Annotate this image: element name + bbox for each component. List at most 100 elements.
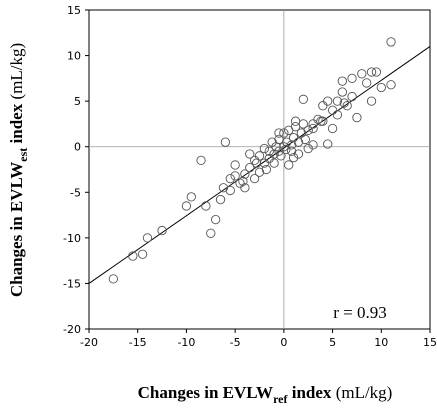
data-point xyxy=(128,251,138,261)
x-tick-label: -20 xyxy=(80,336,98,349)
data-points xyxy=(108,37,396,284)
data-point xyxy=(308,140,318,150)
x-tick-label: -5 xyxy=(230,336,241,349)
data-point xyxy=(318,101,328,111)
y-axis-title-unit: (mL/kg) xyxy=(7,43,26,100)
data-point xyxy=(181,201,192,211)
data-point xyxy=(269,158,279,168)
data-point xyxy=(281,144,291,155)
data-point xyxy=(215,194,226,205)
x-tick-label: 5 xyxy=(329,336,336,349)
data-point xyxy=(251,158,262,168)
x-tick-label: 0 xyxy=(280,336,287,349)
data-point xyxy=(282,137,292,147)
data-point xyxy=(293,137,304,147)
data-point xyxy=(352,112,362,123)
data-point xyxy=(366,96,377,106)
data-point xyxy=(261,164,271,175)
data-point xyxy=(249,173,260,184)
data-point xyxy=(284,160,294,170)
data-point xyxy=(157,225,167,236)
data-point xyxy=(245,149,255,159)
x-tick-label: -10 xyxy=(177,336,195,349)
data-point xyxy=(316,116,326,126)
plot-layer xyxy=(88,9,431,330)
x-axis-title-main: Changes in EVLW xyxy=(138,383,273,402)
data-point xyxy=(337,76,347,86)
data-point xyxy=(287,140,297,150)
data-point xyxy=(240,169,250,179)
data-point xyxy=(259,143,270,154)
y-tick-label: 0 xyxy=(74,141,81,154)
y-axis-title: Changes in EVLWest index (mL/kg) xyxy=(7,43,30,297)
y-tick-label: -10 xyxy=(63,232,81,245)
data-point xyxy=(264,146,274,156)
data-point xyxy=(245,163,255,173)
data-point xyxy=(298,94,308,104)
data-point xyxy=(339,98,349,108)
y-tick-label: 15 xyxy=(67,4,81,17)
data-point xyxy=(274,128,284,138)
data-point xyxy=(376,82,386,93)
data-point xyxy=(211,214,221,225)
y-axis-title-group: Changes in EVLWest index (mL/kg) xyxy=(7,43,30,297)
data-point xyxy=(238,176,248,186)
data-point xyxy=(206,228,216,238)
data-point xyxy=(225,173,235,184)
data-point xyxy=(362,78,372,88)
data-point xyxy=(327,123,338,134)
data-point xyxy=(303,143,313,154)
data-point xyxy=(332,96,343,106)
plot-frame xyxy=(88,9,431,330)
data-point xyxy=(142,233,153,243)
data-point xyxy=(225,185,235,196)
data-point xyxy=(313,114,323,125)
y-axis-title-rest: index xyxy=(7,100,26,148)
x-axis-title-subscript: ref xyxy=(273,392,288,406)
y-tick-label: 5 xyxy=(74,95,81,108)
data-point xyxy=(186,192,196,202)
data-point xyxy=(240,183,250,193)
data-point xyxy=(371,67,382,77)
data-point xyxy=(332,110,343,120)
data-point xyxy=(303,125,313,135)
data-point xyxy=(337,87,347,97)
data-point xyxy=(249,155,260,166)
data-point xyxy=(342,101,352,111)
x-tick-label: 10 xyxy=(374,336,388,349)
data-point xyxy=(108,274,119,284)
tick-labels: -20 -15 -10 -5 0 5 10 15 -20 -15 -10 -5 0 5 10 15 xyxy=(63,4,437,349)
x-tick-label: -15 xyxy=(129,336,147,349)
data-point xyxy=(386,80,396,90)
data-point xyxy=(137,249,148,259)
data-point xyxy=(347,91,357,102)
correlation-annotation: r = 0.93 xyxy=(333,303,387,322)
data-point xyxy=(290,116,301,126)
data-point xyxy=(347,73,357,84)
data-point xyxy=(279,128,289,138)
data-point xyxy=(300,134,310,145)
data-point xyxy=(254,167,265,177)
data-point xyxy=(308,123,318,134)
x-tick-label: 15 xyxy=(423,336,437,349)
x-axis-title: Changes in EVLWref index (mL/kg) xyxy=(138,383,393,406)
data-point xyxy=(230,171,240,181)
regression-line xyxy=(88,46,431,284)
data-point xyxy=(323,96,333,106)
data-point xyxy=(288,153,299,163)
data-point xyxy=(269,149,279,159)
data-point xyxy=(196,155,206,166)
y-tick-label: -20 xyxy=(63,323,81,336)
data-point xyxy=(201,201,211,211)
data-point xyxy=(220,137,231,147)
data-point xyxy=(323,139,333,149)
data-point xyxy=(287,146,297,156)
data-point xyxy=(386,37,396,47)
data-point xyxy=(366,67,377,77)
data-point xyxy=(230,160,240,170)
y-axis-title-subscript: est xyxy=(16,148,30,162)
data-point xyxy=(357,69,367,79)
y-tick-label: -15 xyxy=(63,277,81,290)
data-point xyxy=(293,149,304,159)
